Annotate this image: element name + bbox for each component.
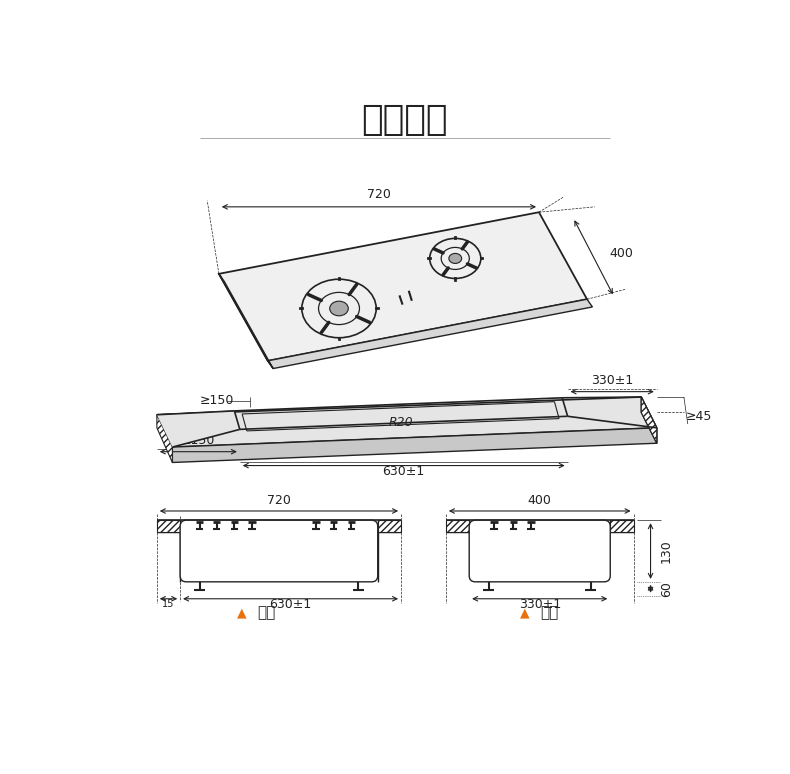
Polygon shape [157,411,240,447]
Polygon shape [446,520,469,532]
Text: 330±1: 330±1 [518,598,561,611]
Polygon shape [157,397,656,447]
Text: 安装尺寸: 安装尺寸 [362,103,448,137]
Ellipse shape [329,301,348,316]
Text: R20: R20 [389,416,413,429]
Text: ▲: ▲ [237,606,247,619]
Text: 400: 400 [609,247,633,260]
Polygon shape [172,428,656,463]
Polygon shape [219,274,273,368]
Text: 400: 400 [528,494,551,507]
Polygon shape [157,415,172,463]
Polygon shape [610,520,634,532]
Text: 60: 60 [660,580,673,597]
Polygon shape [157,520,180,532]
Text: 15: 15 [162,599,175,609]
Text: 正面: 正面 [258,605,276,620]
Polygon shape [219,212,587,361]
Text: ≥150: ≥150 [200,395,235,407]
Text: 130: 130 [660,539,673,563]
Text: 720: 720 [267,494,291,507]
FancyBboxPatch shape [469,520,610,582]
Text: 720: 720 [367,187,391,200]
Polygon shape [641,397,656,444]
Ellipse shape [449,253,461,263]
FancyBboxPatch shape [180,520,378,582]
Text: 330±1: 330±1 [591,374,633,387]
Text: 630±1: 630±1 [269,598,312,611]
Polygon shape [268,300,592,368]
Text: ≥45: ≥45 [686,409,712,423]
Text: 630±1: 630±1 [382,465,425,478]
Text: 侧面: 侧面 [540,605,559,620]
Polygon shape [641,397,656,444]
Text: ▲: ▲ [520,606,530,619]
Text: ≥150: ≥150 [181,434,215,447]
Polygon shape [378,520,401,532]
